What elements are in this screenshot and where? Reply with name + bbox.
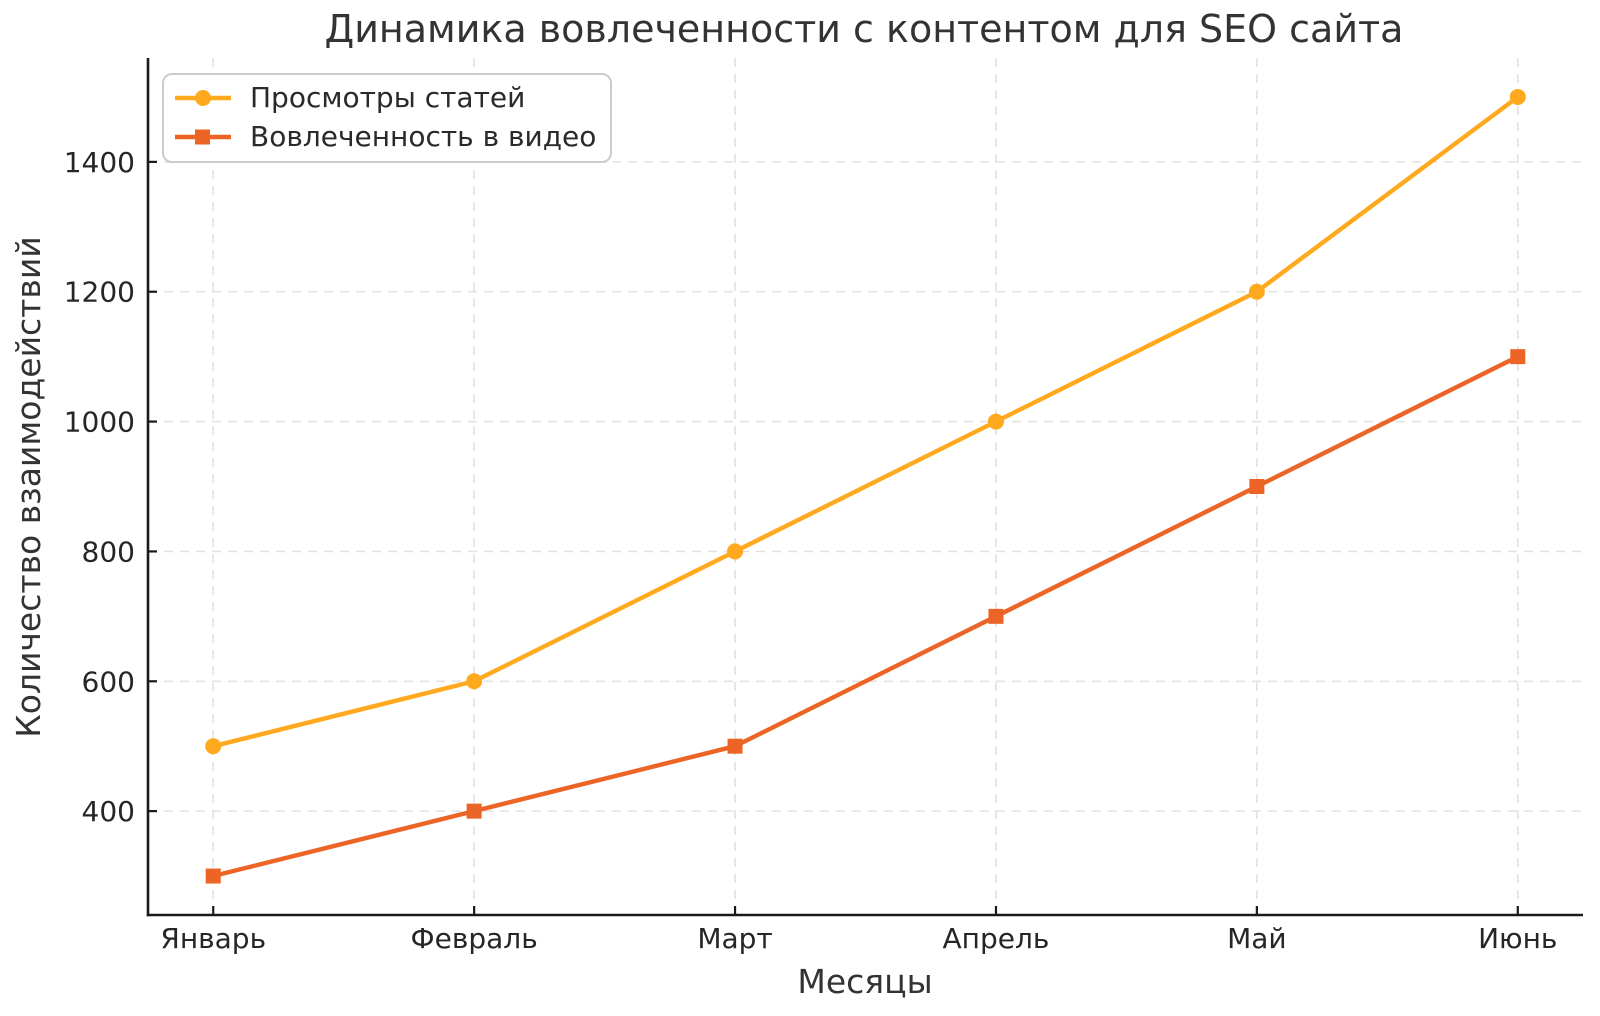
y-tick-label: 1200 [64,276,135,309]
data-point-square [205,868,221,884]
legend-item: Вовлеченность в видео [174,117,596,156]
chart-title: Динамика вовлеченности с контентом для S… [325,7,1404,51]
x-axis-label: Месяцы [797,962,932,1001]
legend-marker [195,89,211,106]
data-point-square [727,738,743,754]
data-point-square [988,608,1004,624]
legend-circle-marker-icon [175,89,231,106]
data-point-circle [1248,283,1265,300]
x-tick-label: Январь [160,922,266,955]
y-tick-label: 400 [82,795,135,828]
axes: 400 600 800 1000 1200 1400 Январь Февраль Март Ап… [64,58,1583,955]
y-tick-label: 600 [82,665,135,698]
legend-item-label: Просмотры статей [250,81,526,114]
data-point-circle [466,673,483,690]
data-point-square [466,803,482,819]
x-tick-label: Февраль [411,922,538,955]
legend-item-label: Вовлеченность в видео [250,120,597,153]
legend-item: Просмотры статей [174,78,596,117]
x-tick-label: Март [697,922,772,955]
data-point-square [1510,349,1526,365]
y-axis-label: Количество взаимодействий [9,236,48,737]
series-line-0 [211,94,1520,749]
data-point-circle [727,543,744,560]
x-tick-label: Июнь [1478,922,1557,955]
legend-marker [195,129,210,144]
data-point-circle [1509,88,1526,105]
y-tick-label: 800 [82,535,135,568]
legend-square-marker-icon [175,129,231,144]
x-tick-label: Апрель [943,922,1050,955]
x-tick-label: Май [1227,922,1287,955]
data-point-square [1249,479,1265,494]
data-point-circle [205,738,222,755]
legend: Просмотры статей Вовлеченность в видео [162,73,613,163]
series-plot [205,88,1526,884]
series-line-1 [211,354,1520,879]
data-point-circle [987,413,1004,430]
y-tick-label: 1400 [64,146,135,179]
y-tick-label: 1000 [64,406,135,439]
